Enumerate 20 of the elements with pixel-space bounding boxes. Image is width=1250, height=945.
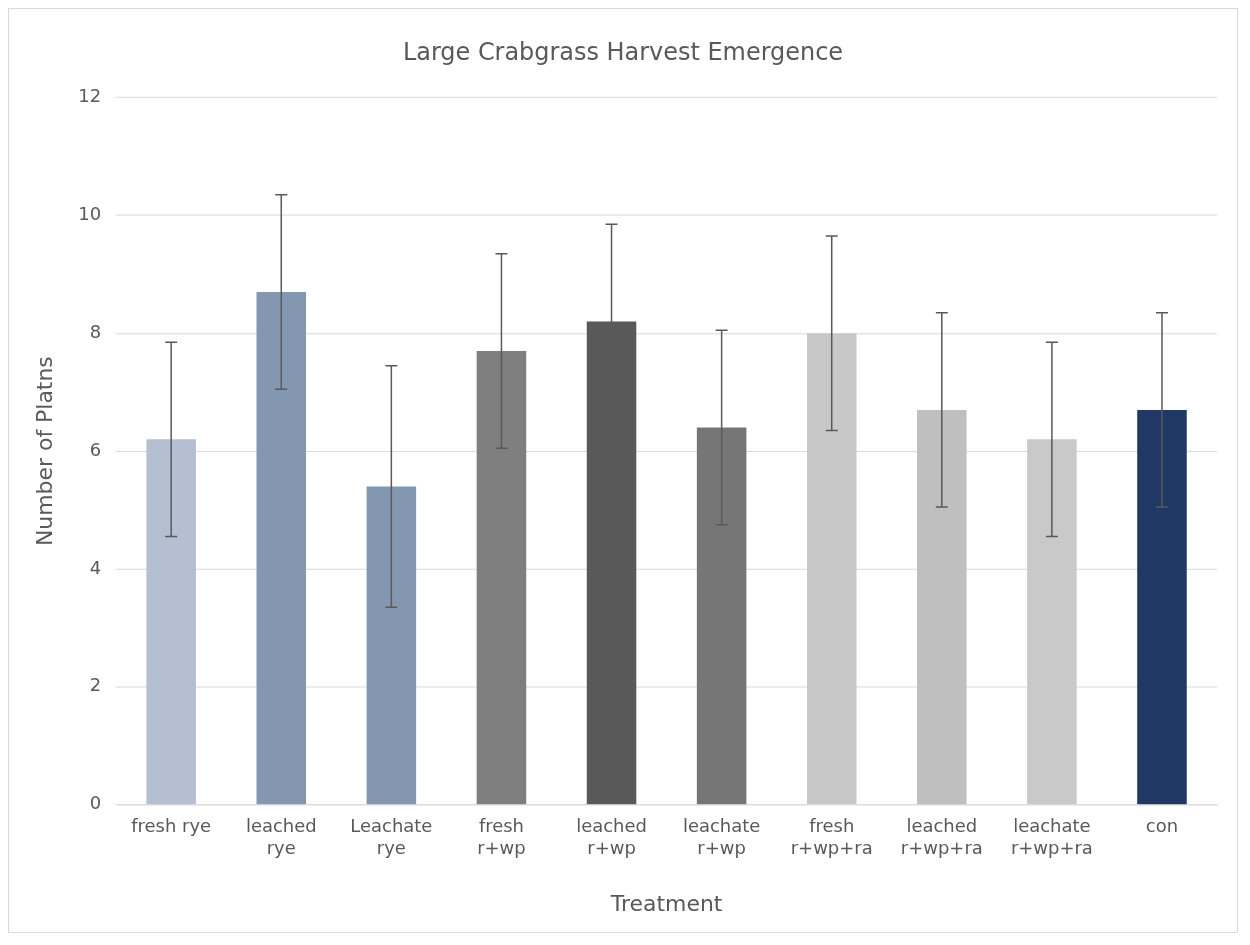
chart-title: Large Crabgrass Harvest Emergence [402, 37, 844, 66]
x-tick-label: leached r+wp+ra [900, 815, 983, 858]
x-tick-label: fresh rye [131, 815, 212, 837]
y-tick-label: 6 [89, 438, 102, 460]
x-tick-label: leachate r+wp [682, 815, 761, 858]
x-tick-label: leached rye [245, 815, 317, 858]
x-tick-label: Leachate rye [350, 815, 433, 858]
x-tick-label: fresh r+wp [477, 815, 526, 858]
y-tick-label: 4 [89, 556, 102, 578]
y-tick-label: 12 [78, 85, 102, 107]
y-tick-label: 0 [89, 792, 102, 814]
y-tick-label: 10 [78, 203, 102, 225]
x-axis-title: Treatment [609, 890, 723, 916]
y-axis-title: Number of Platns [31, 356, 57, 547]
x-tick-label: leachate r+wp+ra [1010, 815, 1093, 858]
x-tick-label: fresh r+wp+ra [790, 815, 873, 858]
x-tick-label: leached r+wp [576, 815, 647, 858]
x-tick-label: con [1145, 815, 1179, 837]
y-tick-label: 2 [89, 674, 102, 696]
y-tick-label: 8 [89, 320, 102, 342]
